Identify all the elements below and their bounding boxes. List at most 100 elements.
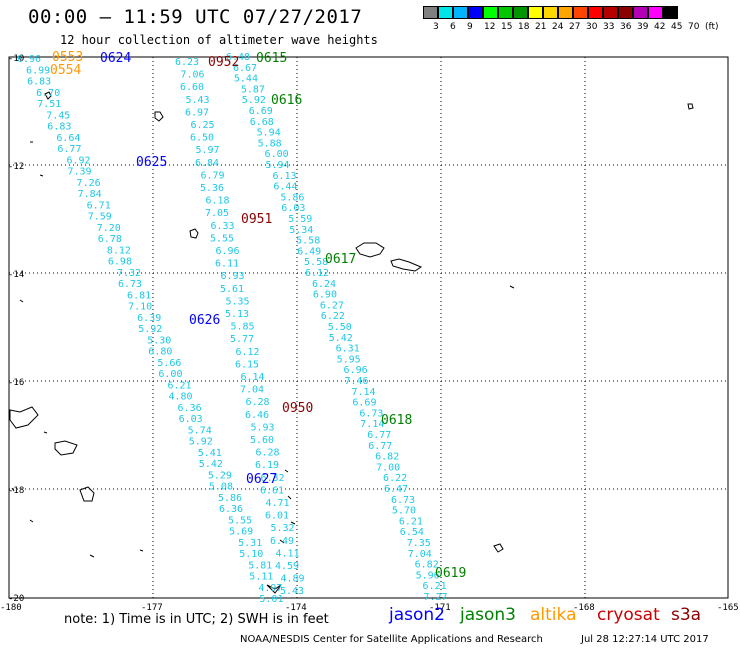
color-scale-label: 33 (603, 22, 615, 32)
wave-height-value: 6.48 (226, 52, 250, 63)
longitude-label: -177 (141, 603, 163, 613)
wave-height-value: 5.10 (239, 549, 263, 560)
wave-height-value: 6.50 (190, 133, 214, 144)
wave-height-value: 6.73 (391, 495, 415, 506)
wave-height-value: 6.36 (178, 403, 202, 414)
wave-height-value: 5.43 (280, 586, 304, 597)
coastline-outlines (9, 91, 694, 594)
island-left-1 (44, 91, 52, 100)
color-scale-swatch (618, 6, 633, 19)
wave-height-value: 7.10 (128, 302, 152, 313)
fiji-coast-2 (54, 440, 78, 456)
wave-height-value: 5.88 (258, 138, 282, 149)
wave-height-value: 6.97 (185, 107, 209, 118)
wave-height-value: 5.59 (288, 214, 312, 225)
wave-height-value: 5.94 (266, 160, 290, 171)
wave-height-value: 5.66 (157, 358, 181, 369)
wave-height-value: 6.96 (17, 54, 41, 65)
wave-height-value: 6.36 (219, 504, 243, 515)
color-scale-label: 21 (535, 22, 547, 32)
island-left-3 (189, 228, 199, 239)
color-scale-label: 9 (467, 22, 473, 32)
wave-height-value: 5.42 (199, 459, 223, 470)
samoa-island-west (355, 242, 385, 258)
wave-height-value: 6.00 (265, 149, 289, 160)
wave-height-value: 6.49 (270, 536, 294, 547)
wave-height-value: 6.77 (367, 430, 391, 441)
wave-height-value: 7.00 (376, 462, 400, 473)
wave-height-value: 7.35 (407, 538, 431, 549)
color-scale-swatch (528, 6, 543, 19)
wave-height-value: 6.22 (321, 311, 345, 322)
color-scale-swatch (498, 6, 513, 19)
wave-height-value: 5.86 (280, 192, 304, 203)
wave-height-value: 6.93 (221, 271, 245, 282)
wave-height-value: 6.28 (256, 448, 280, 459)
color-scale-swatch (513, 6, 528, 19)
pass-time-label: 0950 (282, 401, 313, 416)
wave-height-value: 5.70 (392, 506, 416, 517)
island-right-2 (493, 543, 504, 553)
pass-time-label: 0618 (381, 413, 412, 428)
wave-height-value: 5.08 (209, 482, 233, 493)
wave-height-value: 5.92 (189, 437, 213, 448)
wave-height-value: 6.61 (260, 485, 284, 496)
longitude-label: -171 (429, 603, 451, 613)
wave-height-value: 6.79 (201, 170, 225, 181)
small-islets (11, 141, 515, 558)
longitude-label: -174 (285, 603, 307, 613)
satellite-legend-jason2: jason2 (389, 605, 445, 625)
wave-height-value: 5.74 (188, 425, 212, 436)
wave-height-value: 6.03 (179, 414, 203, 425)
wave-height-value: 5.96 (416, 570, 440, 581)
pass-time-label: 0616 (271, 93, 302, 108)
wave-height-value: 7.39 (68, 167, 92, 178)
wave-height-value: 6.11 (215, 259, 239, 270)
wave-height-value: 6.13 (272, 171, 296, 182)
wave-height-value: 7.04 (240, 385, 264, 396)
wave-height-value: 6.83 (47, 122, 71, 133)
wave-height-value: 5.93 (251, 422, 275, 433)
wave-height-value: 5.35 (226, 296, 250, 307)
wave-height-value: 8.12 (107, 245, 131, 256)
wave-height-value: 7.20 (97, 223, 121, 234)
pass-time-label: 0625 (136, 155, 167, 170)
wave-height-value: 5.41 (198, 448, 222, 459)
longitude-label: -180 (0, 603, 22, 613)
wave-height-value: 6.23 (175, 57, 199, 68)
color-scale-labels: 3 6 9 12 15 18 21 24 27 30 33 36 39 42 45 70 (ft) (423, 22, 740, 34)
tonga-islands (266, 469, 296, 594)
satellite-legend-s3a: s3a (671, 605, 702, 625)
wave-height-value: 4.71 (266, 498, 290, 509)
wave-height-value: 7.45 (46, 110, 70, 121)
wave-height-value: 6.24 (312, 279, 336, 290)
color-scale-label: 15 (501, 22, 513, 32)
wave-height-value: 6.84 (195, 158, 219, 169)
latitude-label: -16 (8, 378, 24, 388)
pass-time-label: 0624 (100, 51, 131, 66)
pass-time-label: 0553 (52, 50, 83, 65)
wave-height-value: 5.36 (200, 183, 224, 194)
wave-height-value: 6.47 (384, 484, 408, 495)
satellite-legend-altika: altika (530, 605, 577, 625)
wave-height-value: 6.18 (206, 196, 230, 207)
wave-height-value: 6.82 (415, 560, 439, 571)
latitude-label: -12 (8, 162, 24, 172)
color-scale-swatch (423, 6, 438, 19)
wave-height-value: 5.85 (231, 322, 255, 333)
wave-height-value: 7.05 (205, 208, 229, 219)
color-scale-label: 24 (552, 22, 564, 32)
wave-height-value: 5.81 (248, 560, 272, 571)
samoa-island-east (390, 258, 423, 272)
wave-height-value: 6.21 (423, 581, 447, 592)
wave-height-value: 5.95 (337, 354, 361, 365)
color-scale-label: (ft) (705, 22, 719, 32)
wave-height-value: 6.83 (27, 77, 51, 88)
wave-height-value: 5.29 (208, 470, 232, 481)
island-left-2 (154, 111, 164, 122)
wave-height-value: 5.42 (329, 333, 353, 344)
color-scale-label: 27 (569, 22, 581, 32)
wave-height-value: 5.86 (218, 493, 242, 504)
wave-height-value: 6.77 (368, 441, 392, 452)
